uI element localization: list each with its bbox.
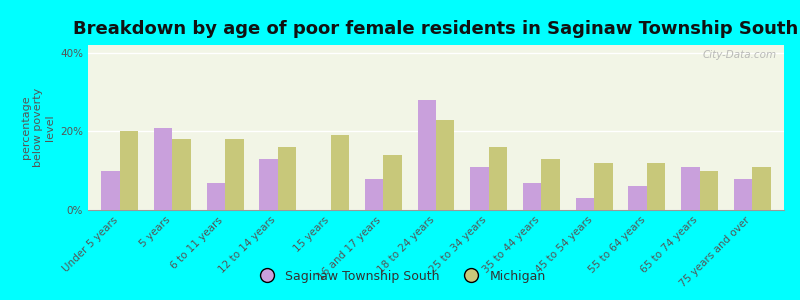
Bar (523, 182, 542, 210)
Bar (278, 147, 296, 210)
Bar (206, 182, 225, 210)
Bar (120, 131, 138, 210)
Title: Breakdown by age of poor female residents in Saginaw Township South: Breakdown by age of poor female resident… (74, 20, 798, 38)
Bar (101, 171, 120, 210)
Bar (647, 163, 666, 210)
Bar (752, 167, 771, 210)
Legend: Saginaw Township South, Michigan: Saginaw Township South, Michigan (249, 265, 551, 288)
Bar (489, 147, 507, 210)
Bar (470, 167, 489, 210)
Bar (734, 178, 752, 210)
Bar (681, 167, 700, 210)
Bar (629, 186, 647, 210)
Bar (700, 171, 718, 210)
Bar (154, 128, 172, 210)
Bar (225, 139, 243, 210)
Bar (594, 163, 613, 210)
Bar (259, 159, 278, 210)
Text: City-Data.com: City-Data.com (703, 50, 777, 60)
Bar (542, 159, 560, 210)
Bar (418, 100, 436, 210)
Bar (436, 120, 454, 210)
Y-axis label: percentage
below poverty
level: percentage below poverty level (22, 88, 54, 167)
Bar (576, 198, 594, 210)
Bar (365, 178, 383, 210)
Bar (383, 155, 402, 210)
Bar (172, 139, 191, 210)
Bar (330, 135, 349, 210)
